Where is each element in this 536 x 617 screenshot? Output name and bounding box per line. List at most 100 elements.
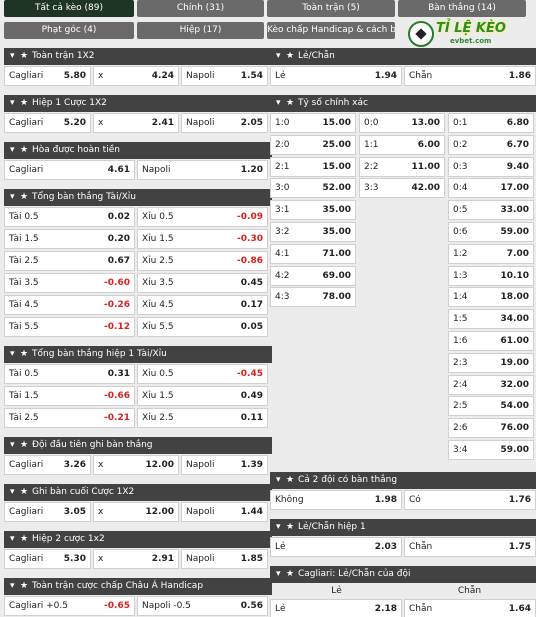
odds-cell[interactable]: Cagliari +0.5 -0.65 (4, 596, 135, 616)
section-header[interactable]: ▾ ★ Cả 2 đội có bàn thắng (270, 472, 536, 489)
section-header[interactable]: ▾ ★ Hòa được hoàn tiền (4, 142, 272, 159)
odds-cell[interactable]: Xỉu 2.5 0.11 (137, 408, 268, 428)
score-odds-cell[interactable]: 2:4 32.00 (448, 374, 534, 395)
odds-cell[interactable]: Chẵn 1.86 (404, 66, 536, 86)
odds-cell[interactable]: Xỉu 1.5 0.49 (137, 386, 268, 406)
score-odds-cell[interactable]: 4:1 71.00 (270, 243, 356, 264)
section-header[interactable]: ▾ ★ Đội đầu tiên ghi bàn thắng (4, 437, 272, 454)
odds-cell[interactable]: Tài 0.5 0.31 (4, 364, 135, 384)
odds-cell[interactable]: Cagliari 5.80 (4, 66, 91, 86)
odds-cell[interactable]: Xỉu 4.5 0.17 (137, 295, 268, 315)
chevron-down-icon[interactable]: ▾ (276, 522, 281, 532)
odds-cell[interactable]: Napoli 1.44 (181, 502, 268, 522)
star-icon[interactable]: ★ (20, 192, 29, 202)
odds-cell[interactable]: Tài 3.5 -0.60 (4, 273, 135, 293)
score-odds-cell[interactable]: 1:4 18.00 (448, 287, 534, 308)
section-header[interactable]: ▾ ★ Hiệp 1 Cược 1X2 (4, 95, 272, 112)
star-icon[interactable]: ★ (20, 145, 29, 155)
odds-cell[interactable]: x 12.00 (93, 502, 179, 522)
score-odds-cell[interactable]: 2:2 11.00 (359, 156, 445, 177)
section-header[interactable]: ▾ ★ Lẻ/Chẵn (270, 48, 536, 65)
score-odds-cell[interactable]: 1:6 61.00 (448, 331, 534, 351)
tab-handicap[interactable]: Kèo chấp Handicap & cách biệt (4) (267, 22, 395, 39)
chevron-down-icon[interactable]: ▾ (276, 569, 281, 579)
tab-main[interactable]: Chính (31) (137, 0, 264, 17)
score-odds-cell[interactable]: 0:4 17.00 (448, 178, 534, 199)
odds-cell[interactable]: Cagliari 3.26 (4, 455, 91, 475)
chevron-down-icon[interactable]: ▾ (10, 98, 15, 108)
score-odds-cell[interactable]: 4:2 69.00 (270, 265, 356, 286)
odds-cell[interactable]: Xỉu 2.5 -0.86 (137, 251, 268, 271)
star-icon[interactable]: ★ (286, 98, 295, 108)
score-odds-cell[interactable]: 0:0 13.00 (359, 113, 445, 133)
chevron-down-icon[interactable]: ▾ (276, 51, 281, 61)
chevron-down-icon[interactable]: ▾ (276, 98, 281, 108)
score-odds-cell[interactable]: 2:3 19.00 (448, 352, 534, 373)
odds-cell[interactable]: Xỉu 0.5 -0.45 (137, 364, 268, 384)
odds-cell[interactable]: Napoli 1.20 (137, 160, 268, 180)
odds-cell[interactable]: Tài 0.5 0.02 (4, 207, 135, 227)
score-odds-cell[interactable]: 0:1 6.80 (448, 113, 534, 133)
star-icon[interactable]: ★ (20, 440, 29, 450)
tab-corners[interactable]: Phạt góc (4) (4, 22, 134, 39)
section-header[interactable]: ▾ ★ Cagliari: Lẻ/Chẵn của đội (270, 566, 536, 583)
odds-cell[interactable]: Lẻ 2.03 (270, 537, 402, 557)
tab-goals[interactable]: Bàn thắng (14) (398, 0, 526, 17)
score-odds-cell[interactable]: 0:6 59.00 (448, 222, 534, 242)
chevron-down-icon[interactable]: ▾ (10, 487, 15, 497)
star-icon[interactable]: ★ (20, 349, 29, 359)
score-odds-cell[interactable]: 1:5 34.00 (448, 309, 534, 330)
odds-cell[interactable]: Lẻ 1.94 (270, 66, 402, 86)
star-icon[interactable]: ★ (20, 534, 29, 544)
odds-cell[interactable]: Napoli -0.5 0.56 (137, 596, 268, 616)
odds-cell[interactable]: x 2.41 (93, 113, 179, 133)
chevron-down-icon[interactable]: ▾ (276, 475, 281, 485)
star-icon[interactable]: ★ (286, 475, 295, 485)
odds-cell[interactable]: Có 1.76 (404, 490, 536, 510)
chevron-down-icon[interactable]: ▾ (10, 145, 15, 155)
chevron-down-icon[interactable]: ▾ (10, 349, 15, 359)
score-odds-cell[interactable]: 2:6 76.00 (448, 418, 534, 439)
tab-all[interactable]: Tất cả kèo (89) (4, 0, 134, 17)
odds-cell[interactable]: Napoli 1.39 (181, 455, 268, 475)
section-header[interactable]: ▾ ★ Tổng bàn thắng hiệp 1 Tài/Xỉu (4, 346, 272, 363)
chevron-down-icon[interactable]: ▾ (10, 534, 15, 544)
score-odds-cell[interactable]: 2:1 15.00 (270, 156, 356, 177)
chevron-down-icon[interactable]: ▾ (10, 192, 15, 202)
odds-cell[interactable]: x 12.00 (93, 455, 179, 475)
odds-cell[interactable]: Lẻ 2.18 (270, 599, 402, 617)
odds-cell[interactable]: Cagliari 4.61 (4, 160, 135, 180)
tab-fulltime[interactable]: Toàn trận (5) (267, 0, 395, 17)
odds-cell[interactable]: Cagliari 3.05 (4, 502, 91, 522)
score-odds-cell[interactable]: 3:1 35.00 (270, 200, 356, 221)
odds-cell[interactable]: Napoli 1.54 (181, 66, 268, 86)
odds-cell[interactable]: Không 1.98 (270, 490, 402, 510)
score-odds-cell[interactable]: 1:2 7.00 (448, 243, 534, 264)
odds-cell[interactable]: Napoli 1.85 (181, 549, 268, 569)
odds-cell[interactable]: Tài 1.5 0.20 (4, 229, 135, 249)
score-odds-cell[interactable]: 2:5 54.00 (448, 396, 534, 417)
score-odds-cell[interactable]: 4:3 78.00 (270, 287, 356, 308)
score-odds-cell[interactable]: 2:0 25.00 (270, 134, 356, 155)
score-odds-cell[interactable]: 1:0 15.00 (270, 113, 356, 133)
odds-cell[interactable]: Xỉu 0.5 -0.09 (137, 207, 268, 227)
odds-cell[interactable]: x 2.91 (93, 549, 179, 569)
chevron-down-icon[interactable]: ▾ (10, 581, 15, 591)
score-odds-cell[interactable]: 1:1 6.00 (359, 134, 445, 155)
star-icon[interactable]: ★ (20, 487, 29, 497)
odds-cell[interactable]: x 4.24 (93, 66, 179, 86)
chevron-down-icon[interactable]: ▾ (10, 440, 15, 450)
odds-cell[interactable]: Chẵn 1.75 (404, 537, 536, 557)
score-odds-cell[interactable]: 0:5 33.00 (448, 200, 534, 221)
section-header[interactable]: ▾ ★ Lẻ/Chẵn hiệp 1 (270, 519, 536, 536)
odds-cell[interactable]: Tài 4.5 -0.26 (4, 295, 135, 315)
score-odds-cell[interactable]: 0:3 9.40 (448, 156, 534, 177)
odds-cell[interactable]: Tài 2.5 -0.21 (4, 408, 135, 428)
odds-cell[interactable]: Xỉu 1.5 -0.30 (137, 229, 268, 249)
tab-half[interactable]: Hiệp (17) (137, 22, 264, 39)
score-odds-cell[interactable]: 3:0 52.00 (270, 178, 356, 199)
star-icon[interactable]: ★ (20, 98, 29, 108)
star-icon[interactable]: ★ (20, 581, 29, 591)
score-odds-cell[interactable]: 0:2 6.70 (448, 134, 534, 155)
odds-cell[interactable]: Tài 5.5 -0.12 (4, 317, 135, 337)
